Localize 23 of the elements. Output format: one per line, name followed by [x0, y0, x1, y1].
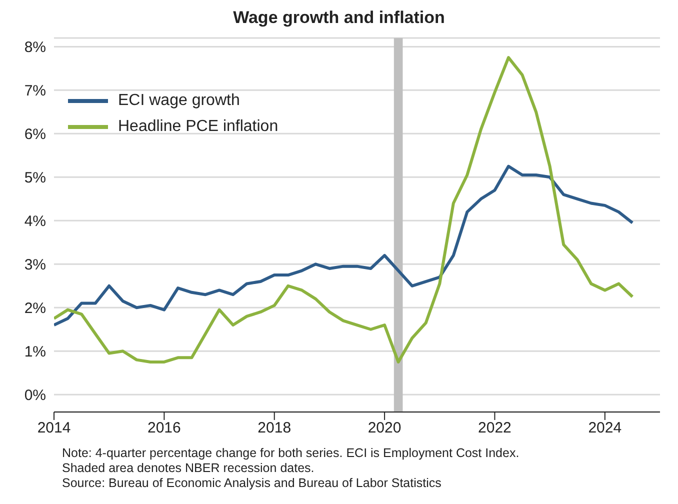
legend-label: ECI wage growth	[118, 91, 240, 111]
x-tick-label: 2018	[258, 420, 292, 437]
chart-title: Wage growth and inflation	[232, 8, 446, 29]
y-tick-label: 7%	[24, 82, 46, 100]
x-tick-label: 2020	[368, 420, 402, 437]
line-series	[54, 164, 634, 327]
y-tick-label: 8%	[24, 39, 46, 56]
y-tick-label: 3%	[24, 256, 46, 274]
y-tick-label: 5%	[24, 169, 46, 186]
y-tick-label: 2%	[24, 300, 46, 317]
x-tick-label: 2022	[478, 420, 512, 437]
x-tick-label: 2016	[147, 420, 181, 437]
text: Note: 4-quarter percentage change for both series. ECI is Employment Cost Index.	[62, 446, 520, 461]
y-tick-label: 6%	[24, 126, 46, 143]
y-tick-label: 0%	[24, 386, 46, 404]
y-tick-label: 4%	[24, 212, 46, 230]
x-tick-label: 2024	[588, 420, 622, 437]
y-tick-label: 1%	[24, 343, 46, 360]
legend-label: Headline PCE inflation	[118, 117, 278, 137]
source-note: Source: Bureau of Economic Analysis and Bureau of Labor Statistics	[62, 476, 442, 491]
x-tick-label: 2014	[37, 420, 71, 437]
text: Shaded area denotes NBER recession dates.	[62, 461, 316, 476]
line-series	[54, 56, 634, 364]
